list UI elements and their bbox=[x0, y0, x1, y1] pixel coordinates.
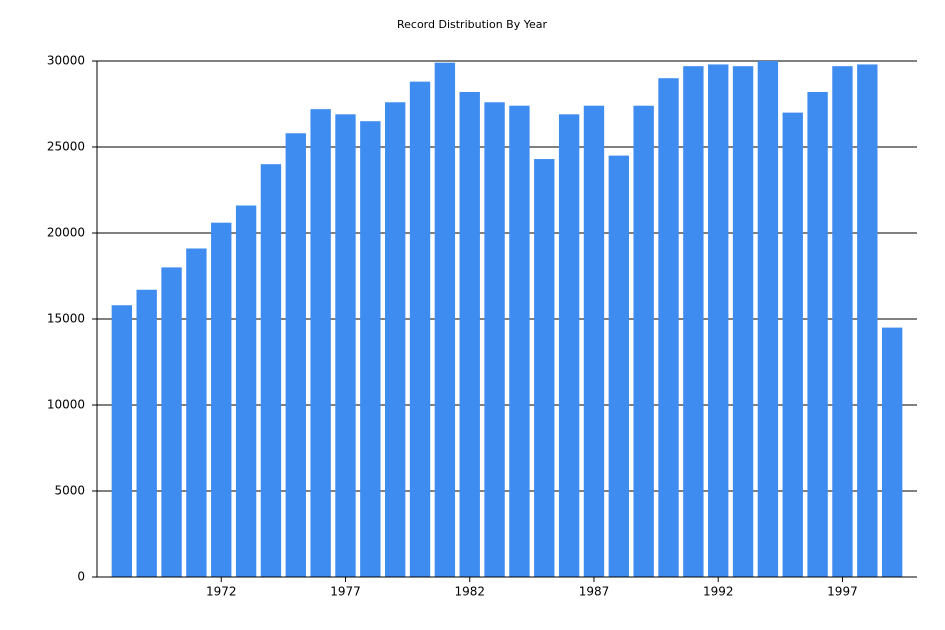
bar bbox=[335, 114, 356, 577]
y-tick-label: 25000 bbox=[47, 140, 85, 154]
y-tick-label: 20000 bbox=[47, 226, 85, 240]
bar bbox=[235, 205, 257, 578]
x-tick-label: 1972 bbox=[206, 585, 237, 599]
bar bbox=[136, 289, 157, 577]
bar bbox=[161, 267, 182, 577]
bar bbox=[782, 112, 803, 577]
bar bbox=[558, 114, 580, 577]
bar bbox=[409, 81, 431, 577]
bar bbox=[732, 66, 754, 577]
bar bbox=[459, 91, 480, 578]
bar bbox=[211, 222, 232, 577]
bar bbox=[434, 62, 456, 578]
bar bbox=[509, 105, 530, 577]
bar bbox=[708, 64, 729, 577]
y-tick-label: 5000 bbox=[54, 484, 85, 498]
bar bbox=[832, 66, 853, 577]
chart-title: Record Distribution By Year bbox=[397, 18, 547, 31]
bar bbox=[484, 102, 505, 577]
x-tick-label: 1982 bbox=[454, 585, 485, 599]
bar bbox=[633, 105, 654, 577]
x-tick-label: 1992 bbox=[703, 585, 734, 599]
bar bbox=[608, 155, 630, 577]
x-tick-label: 1997 bbox=[827, 585, 858, 599]
bar bbox=[857, 64, 878, 577]
bar bbox=[881, 327, 903, 577]
bar bbox=[658, 78, 679, 577]
bar bbox=[260, 164, 282, 577]
y-tick-label: 30000 bbox=[47, 54, 85, 68]
bar bbox=[683, 66, 704, 577]
bar bbox=[360, 121, 381, 577]
bar bbox=[310, 109, 331, 577]
bar bbox=[807, 91, 828, 578]
x-tick-label: 1977 bbox=[330, 585, 361, 599]
bar bbox=[583, 105, 605, 577]
bar bbox=[186, 248, 207, 578]
bar bbox=[534, 159, 555, 578]
x-tick-label: 1987 bbox=[579, 585, 610, 599]
y-tick-label: 10000 bbox=[47, 398, 85, 412]
bar bbox=[111, 305, 133, 577]
bar bbox=[384, 102, 406, 577]
y-tick-label: 0 bbox=[77, 570, 85, 584]
y-tick-label: 15000 bbox=[47, 312, 85, 326]
bar bbox=[757, 61, 779, 577]
bar bbox=[285, 133, 306, 578]
